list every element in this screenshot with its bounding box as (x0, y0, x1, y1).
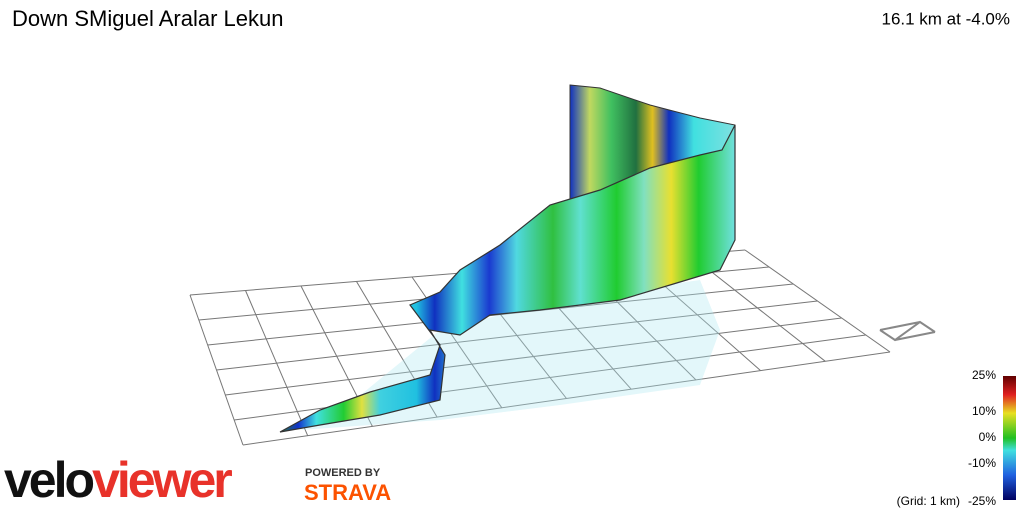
front-wall (279, 124, 736, 433)
logo-viewer: viewer (92, 452, 232, 508)
scale-label: -10% (968, 456, 996, 470)
logo: veloviewer (4, 452, 232, 508)
title: Down SMiguel Aralar Lekun (12, 6, 283, 31)
scale-label: 0% (979, 430, 997, 444)
scale-label: 25% (972, 368, 996, 382)
color-scale (1003, 376, 1016, 500)
scale-label: 10% (972, 404, 996, 418)
grid-line (225, 317, 842, 396)
strava: STRAVA (304, 480, 391, 505)
grid-line (242, 351, 891, 446)
scale-label: -25% (968, 494, 996, 508)
grid-line (216, 300, 818, 371)
powered-by: POWERED BY (305, 467, 381, 479)
grid-note: (Grid: 1 km) (897, 494, 960, 508)
north-arrow (879, 320, 936, 342)
summary: 16.1 km at -4.0% (881, 9, 1010, 28)
logo-velo: velo (4, 452, 94, 508)
